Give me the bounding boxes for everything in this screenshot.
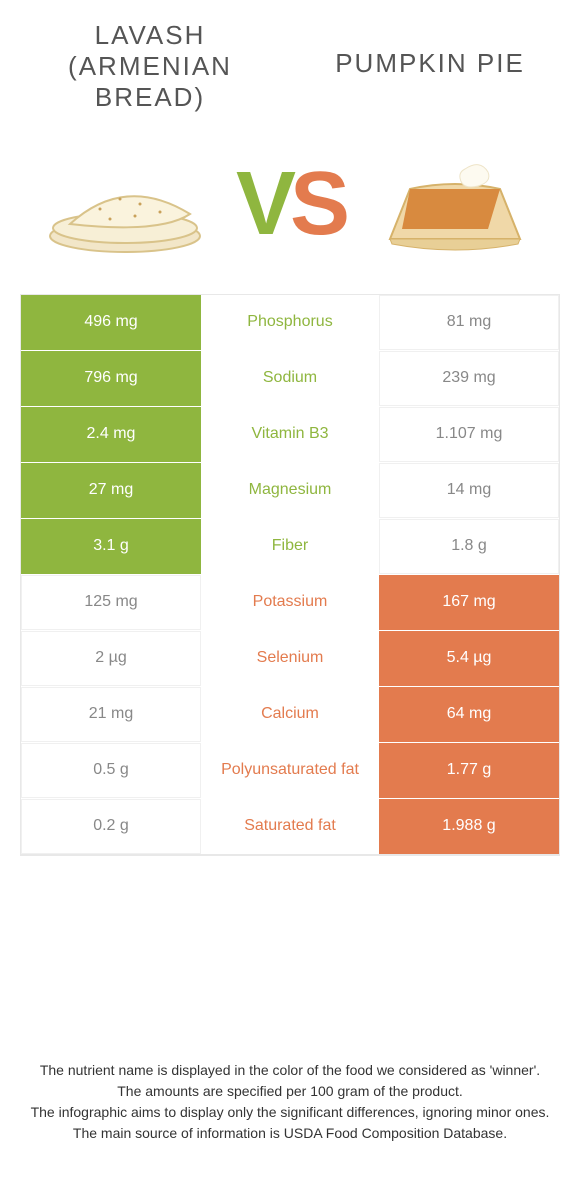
header: LAVASH (ARMENIAN BREAD) PUMPKIN PIE [0,0,580,114]
food-title-left: LAVASH (ARMENIAN BREAD) [40,20,260,114]
value-right: 1.8 g [379,519,559,574]
vs-v: V [236,154,290,254]
table-row: 496 mgPhosphorus81 mg [21,295,559,351]
value-left: 3.1 g [21,519,201,574]
footer-line-4: The main source of information is USDA F… [30,1123,550,1144]
value-left: 2 µg [21,631,201,686]
footer-line-2: The amounts are specified per 100 gram o… [30,1081,550,1102]
nutrient-name: Calcium [201,687,379,742]
pumpkin-pie-icon [370,144,540,264]
nutrient-name: Polyunsaturated fat [201,743,379,798]
value-left: 27 mg [21,463,201,518]
table-row: 125 mgPotassium167 mg [21,575,559,631]
food-title-right: PUMPKIN PIE [320,20,540,79]
value-right: 81 mg [379,295,559,350]
nutrient-name: Selenium [201,631,379,686]
table-row: 27 mgMagnesium14 mg [21,463,559,519]
image-row: VS [0,114,580,284]
value-right: 14 mg [379,463,559,518]
table-row: 21 mgCalcium64 mg [21,687,559,743]
value-left: 125 mg [21,575,201,630]
table-row: 3.1 gFiber1.8 g [21,519,559,575]
value-right: 1.988 g [379,799,559,854]
vs-label: VS [236,159,344,249]
nutrient-name: Vitamin B3 [201,407,379,462]
value-right: 1.77 g [379,743,559,798]
value-right: 239 mg [379,351,559,406]
value-left: 796 mg [21,351,201,406]
value-left: 0.5 g [21,743,201,798]
value-right: 1.107 mg [379,407,559,462]
lavash-icon [40,144,210,264]
nutrient-name: Fiber [201,519,379,574]
table-row: 796 mgSodium239 mg [21,351,559,407]
nutrient-name: Sodium [201,351,379,406]
footer-notes: The nutrient name is displayed in the co… [0,1060,580,1144]
nutrient-name: Saturated fat [201,799,379,854]
value-left: 2.4 mg [21,407,201,462]
vs-s: S [290,154,344,254]
nutrient-table: 496 mgPhosphorus81 mg796 mgSodium239 mg2… [20,294,560,856]
value-right: 64 mg [379,687,559,742]
table-row: 2.4 mgVitamin B31.107 mg [21,407,559,463]
nutrient-name: Magnesium [201,463,379,518]
value-left: 496 mg [21,295,201,350]
nutrient-name: Potassium [201,575,379,630]
footer-line-3: The infographic aims to display only the… [30,1102,550,1123]
table-row: 0.2 gSaturated fat1.988 g [21,799,559,855]
footer-line-1: The nutrient name is displayed in the co… [30,1060,550,1081]
value-right: 5.4 µg [379,631,559,686]
table-row: 2 µgSelenium5.4 µg [21,631,559,687]
value-right: 167 mg [379,575,559,630]
table-row: 0.5 gPolyunsaturated fat1.77 g [21,743,559,799]
value-left: 21 mg [21,687,201,742]
value-left: 0.2 g [21,799,201,854]
nutrient-name: Phosphorus [201,295,379,350]
